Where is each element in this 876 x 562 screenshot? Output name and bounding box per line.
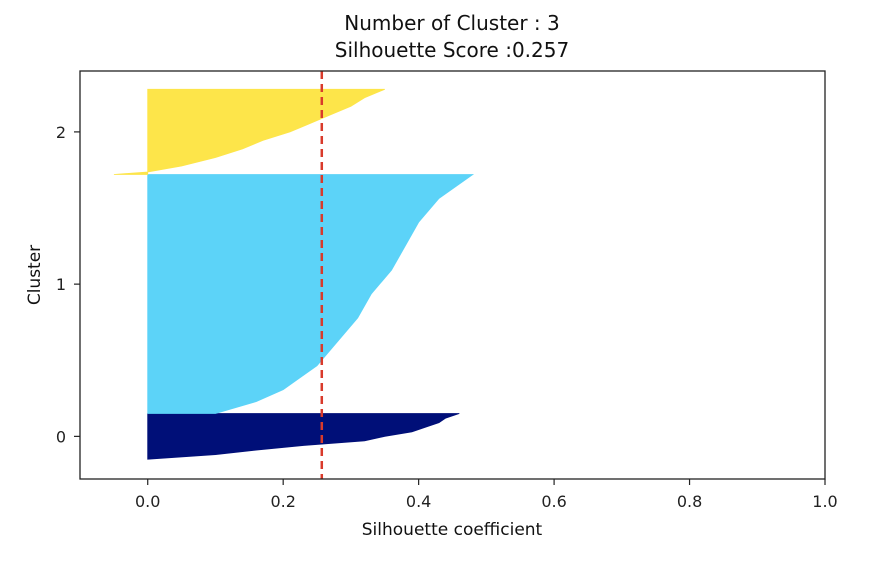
chart-title-line-1: Number of Cluster : 3: [344, 11, 560, 35]
y-axis: 0 1 2: [56, 123, 80, 446]
cluster-0-silhouette: [147, 413, 460, 460]
x-axis: 0.0 0.2 0.4 0.6 0.8 1.0: [135, 479, 838, 511]
plot-frame: [79, 70, 826, 480]
x-axis-label: Silhouette coefficient: [362, 520, 543, 540]
x-tick-label: 0.0: [135, 492, 160, 511]
y-tick-label: 0: [56, 427, 66, 446]
y-axis-label: Cluster: [25, 245, 45, 305]
chart-title-line-2: Silhouette Score :0.257: [335, 38, 569, 62]
plot-area: [113, 71, 475, 479]
x-tick-label: 0.8: [677, 492, 702, 511]
x-tick-label: 0.6: [541, 492, 566, 511]
y-tick-label: 2: [56, 123, 66, 142]
cluster-1-silhouette: [147, 174, 475, 414]
x-tick-label: 1.0: [812, 492, 837, 511]
cluster-2-silhouette: [113, 88, 385, 175]
x-tick-label: 0.2: [270, 492, 295, 511]
x-tick-label: 0.4: [406, 492, 431, 511]
y-tick-label: 1: [56, 275, 66, 294]
